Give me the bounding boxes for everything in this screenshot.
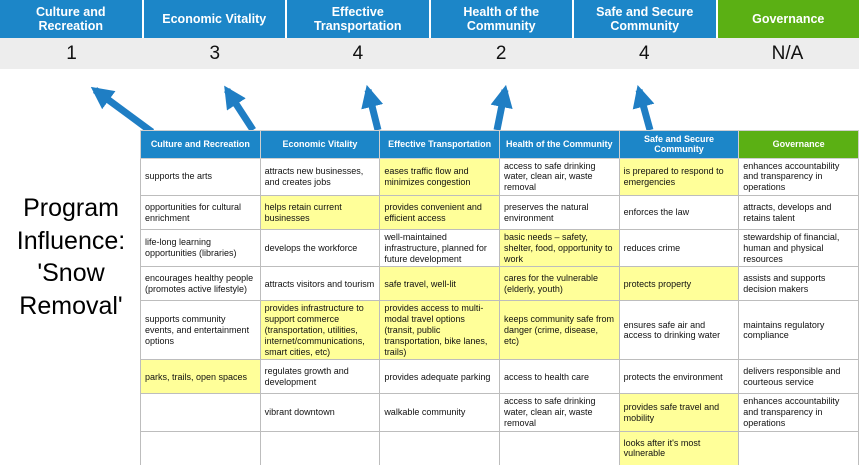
matrix-cell: attracts, develops and retains talent [738,195,859,231]
matrix-cell: develops the workforce [259,229,381,268]
matrix-cell: parks, trails, open spaces [140,359,261,395]
matrix-row: supports the arts attracts new businesses… [140,157,859,197]
matrix-cell: delivers responsible and courteous servi… [738,359,859,395]
banner-column-score: N/A [771,42,804,64]
banner-column-label: Health of the Community [430,0,572,38]
matrix-cell: protects property [618,266,740,302]
matrix-cell: looks after it's most vulnerable [618,430,740,465]
matrix-header: Economic Vitality [259,130,381,159]
matrix-row: vibrant downtown walkable community access… [140,393,859,432]
up-arrow-icon [361,84,384,131]
matrix-cell: vibrant downtown [259,393,381,432]
banner-column-score: 3 [209,42,221,64]
banner-column-score: 2 [495,42,507,64]
matrix-cell: access to health care [498,359,620,395]
matrix-cell: assists and supports decision makers [738,266,859,302]
matrix-cell: protects the environment [618,359,740,395]
matrix-cell: regulates growth and development [259,359,381,395]
banner-column-label: Safe and Secure Community [574,0,716,38]
matrix-cell: walkable community [379,393,500,432]
banner-column-score: 4 [352,42,364,64]
matrix-cell: well-maintained infrastructure, planned … [379,229,500,268]
banner-column-label: Culture and Recreation [0,0,142,38]
matrix-cell: provides convenient and efficient access [379,195,500,231]
matrix-row: looks after it's most vulnerable [140,430,859,465]
matrix-cell [738,430,859,465]
matrix-cell: supports community events, and entertain… [140,300,261,361]
matrix-cell: enhances accountability and transparency… [738,157,859,197]
matrix-cell: attracts visitors and tourism [259,266,381,302]
influence-matrix: Culture and Recreation Economic Vitality E… [140,130,859,465]
matrix-cell: keeps community safe from danger (crime,… [498,300,620,361]
matrix-cell: helps retain current businesses [259,195,381,231]
matrix-row: encourages healthy people (promotes acti… [140,266,859,302]
matrix-cell [379,430,500,465]
matrix-cell: opportunities for cultural enrichment [140,195,261,231]
matrix-cell: reduces crime [618,229,740,268]
matrix-header: Governance [738,130,859,159]
matrix-cell: eases traffic flow and minimizes congest… [379,157,500,197]
matrix-cell: stewardship of financial, human and phys… [738,229,859,268]
matrix-header-row: Culture and Recreation Economic Vitality E… [140,130,859,159]
matrix-cell: cares for the vulnerable (elderly, youth… [498,266,620,302]
matrix-cell [498,430,620,465]
matrix-row: opportunities for cultural enrichment hel… [140,195,859,231]
program-influence-label: Program Influence: 'Snow Removal' [16,194,126,320]
up-arrow-icon [490,84,513,131]
matrix-header: Culture and Recreation [140,130,261,159]
matrix-cell: life-long learning opportunities (librar… [140,229,261,268]
banner-column-label: Economic Vitality [143,0,285,38]
banner-column-label: Governance [717,0,859,38]
matrix-cell [140,393,261,432]
matrix-cell [140,430,261,465]
matrix-cell: provides infrastructure to support comme… [259,300,381,361]
up-arrow-icon [90,86,155,135]
matrix-cell: maintains regulatory compliance [738,300,859,361]
matrix-cell: provides access to multi-modal travel op… [379,300,500,361]
matrix-cell: encourages healthy people (promotes acti… [140,266,261,302]
matrix-cell: enforces the law [618,195,740,231]
up-arrow-icon [632,84,655,131]
matrix-cell: supports the arts [140,157,261,197]
matrix-row: life-long learning opportunities (librar… [140,229,859,268]
matrix-cell [259,430,381,465]
matrix-cell: ensures safe air and access to drinking … [618,300,740,361]
matrix-cell: access to safe drinking water, clean air… [498,157,620,197]
matrix-cell: basic needs – safety, shelter, food, opp… [498,229,620,268]
banner-column-score: 1 [66,42,77,64]
matrix-header: Health of the Community [498,130,620,159]
matrix-cell: is prepared to respond to emergencies [618,157,740,197]
matrix-header: Effective Transportation [379,130,500,159]
banner-column-score: 4 [638,42,650,64]
matrix-row: supports community events, and entertain… [140,300,859,361]
up-arrow-icon [224,85,256,132]
matrix-row: parks, trails, open spaces regulates grow… [140,359,859,395]
matrix-cell: provides safe travel and mobility [618,393,740,432]
score-row: 1 3 4 2 4 N/A [0,38,859,69]
matrix-cell: preserves the natural environment [498,195,620,231]
matrix-cell: provides adequate parking [379,359,500,395]
matrix-cell: attracts new businesses, and creates job… [259,157,381,197]
score-banner: Culture and Recreation Economic Vitality E… [0,0,859,38]
banner-column-label: Effective Transportation [287,0,429,38]
matrix-cell: enhances accountability and transparency… [738,393,859,432]
matrix-header: Safe and Secure Community [618,130,740,159]
matrix-cell: safe travel, well-lit [379,266,500,302]
matrix-cell: access to safe drinking water, clean air… [498,393,620,432]
arrows-overlay [90,84,655,135]
